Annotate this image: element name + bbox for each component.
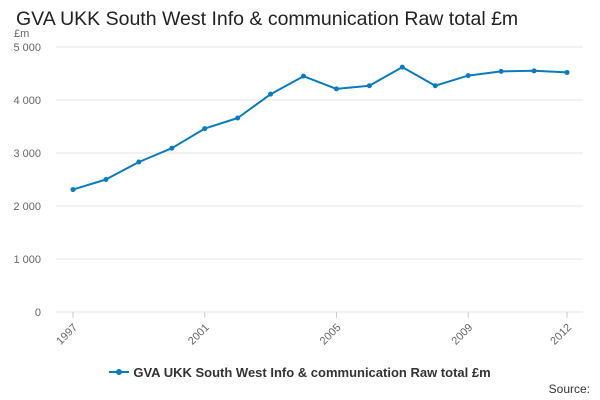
x-tick-label: 1997 <box>54 322 80 348</box>
data-point[interactable] <box>432 83 438 89</box>
chart-title: GVA UKK South West Info & communication … <box>16 8 519 30</box>
series-line <box>72 66 568 191</box>
data-point[interactable] <box>366 83 372 89</box>
source-label: Source: <box>548 382 590 396</box>
y-axis-label: £m <box>14 28 29 40</box>
data-point[interactable] <box>465 73 471 79</box>
data-point[interactable] <box>268 91 274 97</box>
data-point[interactable] <box>531 68 537 74</box>
data-point[interactable] <box>169 145 175 151</box>
series-line-group <box>70 64 570 193</box>
y-tick-label: 3 000 <box>13 148 41 160</box>
legend[interactable]: GVA UKK South West Info & communication … <box>0 365 600 380</box>
y-tick-label: 5 000 <box>13 42 41 54</box>
data-point[interactable] <box>498 68 504 74</box>
data-point[interactable] <box>333 86 339 92</box>
data-point[interactable] <box>301 73 307 79</box>
y-tick-label: 4 000 <box>13 95 41 107</box>
y-axis-ticks: 0 1 000 2 000 3 000 4 000 5 000 <box>13 42 41 319</box>
data-point[interactable] <box>103 177 109 182</box>
y-tick-label: 2 000 <box>13 201 41 213</box>
data-point[interactable] <box>235 115 241 121</box>
data-point[interactable] <box>399 64 405 70</box>
y-tick-label: 1 000 <box>13 254 41 266</box>
x-tick-label: 2009 <box>450 322 476 348</box>
x-tick-label: 2012 <box>548 322 574 348</box>
data-point[interactable] <box>136 159 142 165</box>
data-point[interactable] <box>564 69 570 75</box>
y-tick-label: 0 <box>35 307 41 319</box>
x-tick-label: 2005 <box>318 322 344 348</box>
legend-label: GVA UKK South West Info & communication … <box>133 365 491 380</box>
data-point[interactable] <box>70 187 76 193</box>
x-tick-label: 2001 <box>186 322 212 348</box>
x-axis-ticks: 1997 2001 2005 2009 2012 <box>54 312 574 347</box>
legend-line-marker <box>109 366 130 378</box>
data-point[interactable] <box>202 126 208 132</box>
gridlines <box>56 46 583 313</box>
